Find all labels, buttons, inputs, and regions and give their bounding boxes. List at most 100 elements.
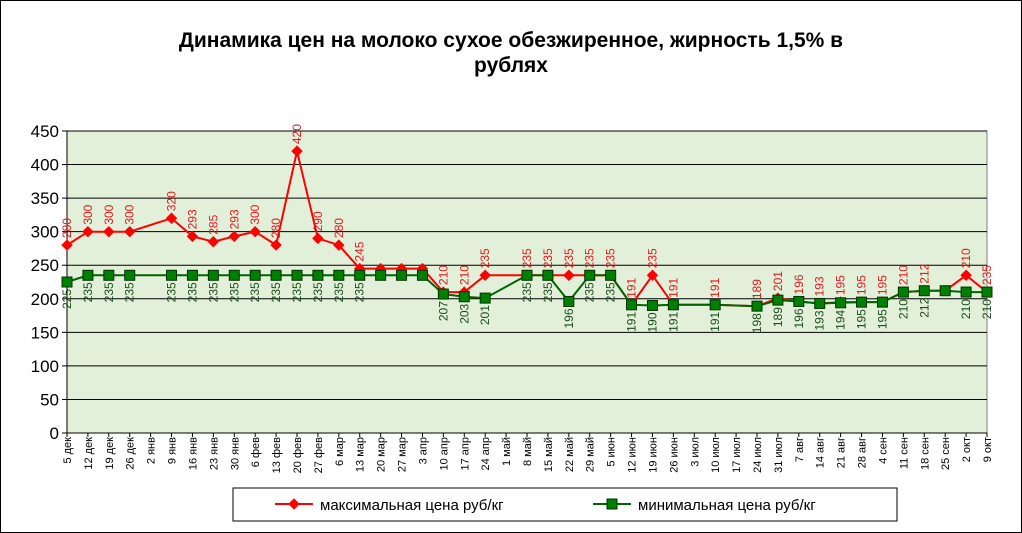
x-tick-label: 19 дек bbox=[104, 437, 116, 470]
point-min bbox=[751, 300, 763, 312]
data-label-min: 191 bbox=[666, 312, 680, 332]
data-label-min: 235 bbox=[520, 282, 534, 302]
x-tick-label: 27 мар bbox=[397, 437, 409, 472]
x-tick-label: 28 авг bbox=[857, 437, 869, 468]
point-min bbox=[103, 269, 115, 281]
chart-title-line-1: Динамика цен на молоко сухое обезжиренно… bbox=[179, 29, 843, 52]
y-tick-label: 200 bbox=[31, 290, 59, 309]
data-label-min: 203 bbox=[457, 303, 471, 323]
chart-title-line-2: рублях bbox=[474, 54, 548, 77]
data-label-max: 300 bbox=[123, 204, 137, 224]
data-label-max: 300 bbox=[81, 204, 95, 224]
point-min bbox=[375, 269, 387, 281]
data-label-min: 190 bbox=[645, 312, 659, 332]
x-tick-label: 11 сен bbox=[898, 437, 910, 469]
point-min bbox=[166, 269, 178, 281]
x-tick-label: 16 янв bbox=[187, 437, 199, 470]
data-label-max: 212 bbox=[917, 263, 931, 283]
x-tick-label: 22 май bbox=[564, 437, 576, 472]
data-label-max: 285 bbox=[206, 214, 220, 234]
data-label-min: 235 bbox=[583, 282, 597, 302]
x-tick-label: 23 янв bbox=[208, 437, 220, 470]
data-label-min: 207 bbox=[436, 301, 450, 321]
data-label-min: 194 bbox=[834, 309, 848, 329]
x-tick-label: 21 авг bbox=[836, 437, 848, 468]
legend-max-marker bbox=[288, 498, 300, 510]
x-tick-label: 30 янв bbox=[229, 437, 241, 470]
data-label-min: 195 bbox=[875, 309, 889, 329]
data-label-min: 196 bbox=[792, 308, 806, 328]
data-label-max: 235 bbox=[541, 248, 555, 268]
x-tick-label: 26 дек bbox=[125, 437, 137, 470]
data-label-max: 195 bbox=[855, 275, 869, 295]
point-min bbox=[563, 295, 575, 307]
x-tick-label: 27 фев bbox=[313, 437, 325, 473]
point-min bbox=[667, 299, 679, 311]
point-max bbox=[960, 269, 972, 281]
point-max bbox=[333, 239, 345, 251]
y-tick-label: 100 bbox=[31, 357, 59, 376]
x-tick-label: 24 апр bbox=[480, 437, 492, 470]
data-label-min: 201 bbox=[478, 305, 492, 325]
data-label-max: 235 bbox=[520, 248, 534, 268]
point-min bbox=[772, 294, 784, 306]
point-min bbox=[186, 269, 198, 281]
data-label-min: 235 bbox=[248, 282, 262, 302]
point-min bbox=[626, 299, 638, 311]
x-tick-label: 7 авг bbox=[794, 437, 806, 462]
x-tick-label: 19 июн bbox=[647, 437, 659, 473]
point-max bbox=[82, 225, 94, 238]
x-tick-label: 14 авг bbox=[815, 437, 827, 468]
x-tick-label: 24 июл bbox=[752, 437, 764, 473]
x-tick-label: 2 окт bbox=[961, 437, 973, 462]
data-label-min: 235 bbox=[353, 282, 367, 302]
data-label-max: 300 bbox=[248, 204, 262, 224]
data-label-max: 189 bbox=[750, 279, 764, 299]
data-label-max: 280 bbox=[60, 218, 74, 238]
data-label-max: 195 bbox=[834, 275, 848, 295]
point-min bbox=[709, 299, 721, 311]
x-tick-label: 5 июн bbox=[606, 437, 618, 467]
point-max bbox=[207, 236, 220, 248]
data-label-max: 293 bbox=[227, 209, 241, 229]
legend-min-label: минимальная цена руб/кг bbox=[638, 497, 816, 514]
point-min bbox=[312, 269, 324, 281]
data-label-min: 235 bbox=[290, 282, 304, 302]
point-min bbox=[416, 269, 428, 281]
point-min bbox=[856, 296, 868, 308]
point-max bbox=[186, 230, 199, 243]
data-label-min: 235 bbox=[332, 282, 346, 302]
data-label-max: 420 bbox=[290, 124, 304, 144]
point-max bbox=[563, 269, 575, 281]
point-min bbox=[291, 269, 303, 281]
point-min bbox=[437, 288, 449, 300]
data-label-max: 235 bbox=[604, 248, 618, 268]
gridlines bbox=[67, 130, 987, 400]
x-tick-label: 29 май bbox=[585, 437, 597, 472]
y-tick-label: 350 bbox=[31, 189, 59, 208]
point-min bbox=[479, 292, 491, 304]
point-min bbox=[396, 269, 408, 281]
data-label-min: 235 bbox=[102, 282, 116, 302]
x-tick-label: 3 июл bbox=[689, 437, 701, 467]
x-tick-label: 12 дек bbox=[83, 437, 95, 470]
data-label-min: 212 bbox=[917, 297, 931, 317]
x-tick-label: 13 фев bbox=[271, 437, 283, 473]
point-max bbox=[249, 225, 261, 238]
data-label-max: 280 bbox=[269, 218, 283, 238]
data-label-min: 198 bbox=[750, 313, 764, 333]
data-label-min: 210 bbox=[980, 299, 994, 319]
data-label-min: 235 bbox=[123, 282, 137, 302]
x-tick-label: 10 апр bbox=[438, 437, 450, 470]
x-tick-label: 9 окт bbox=[982, 437, 994, 462]
x-tick-label: 8 май bbox=[522, 437, 534, 466]
y-tick-label: 0 bbox=[50, 424, 59, 443]
point-min bbox=[960, 286, 972, 298]
data-label-max: 210 bbox=[959, 248, 973, 268]
point-min bbox=[124, 269, 136, 281]
data-label-max: 245 bbox=[353, 241, 367, 261]
data-label-max: 196 bbox=[792, 274, 806, 294]
point-min bbox=[981, 286, 993, 298]
x-tick-label: 17 июл bbox=[731, 437, 743, 473]
point-min bbox=[61, 276, 73, 288]
